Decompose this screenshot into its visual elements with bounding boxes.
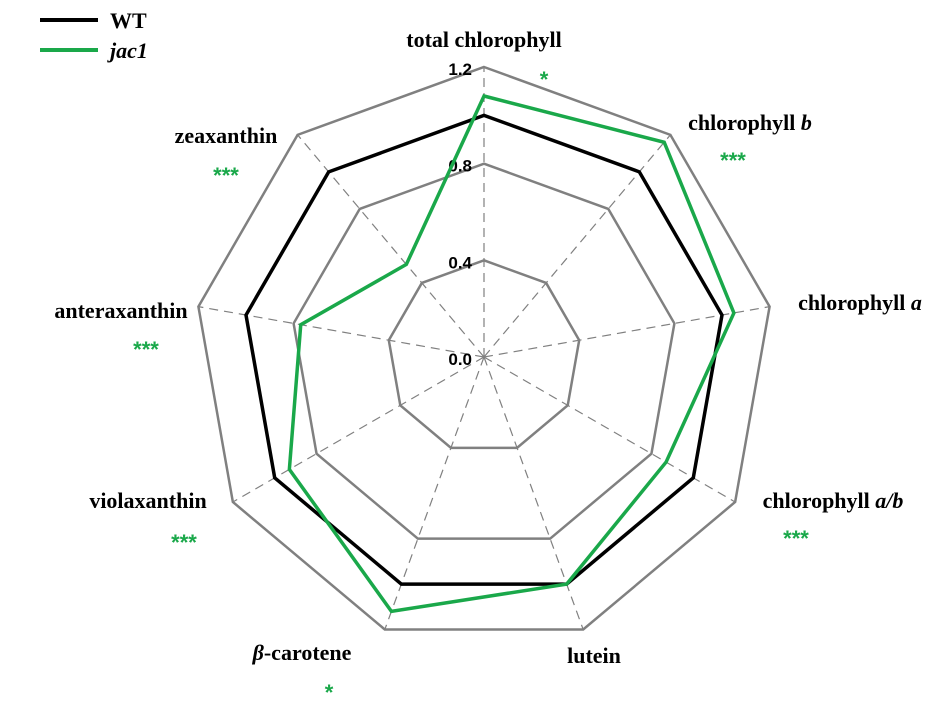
- axis-label-8: zeaxanthin: [175, 123, 278, 148]
- axis-label-6: violaxanthin: [89, 488, 206, 513]
- significance-mark-0: *: [540, 67, 549, 92]
- significance-mark-6: ***: [171, 530, 197, 555]
- tick-label: 1.2: [448, 60, 472, 79]
- series-line-WT: [244, 113, 724, 586]
- spoke-3: [483, 356, 736, 503]
- tick-label: 0.0: [448, 350, 472, 369]
- significance-mark-7: ***: [133, 337, 159, 362]
- axis-label-5: β-carotene: [252, 640, 352, 665]
- legend-label-WT: WT: [110, 8, 147, 33]
- significance-mark-3: ***: [783, 526, 809, 551]
- tick-label: 0.4: [448, 253, 472, 272]
- axis-label-7: anteraxanthin: [54, 298, 187, 323]
- axis-label-0: total chlorophyll: [406, 27, 561, 52]
- axis-label-2: chlorophyll a: [798, 290, 922, 315]
- grid-ring-0.4: [387, 259, 581, 450]
- significance-mark-1: ***: [720, 148, 746, 173]
- legend: WT jac1: [40, 8, 148, 63]
- grid-ring-0.8: [292, 162, 676, 540]
- axis-label-4: lutein: [567, 643, 621, 668]
- significance-mark-5: *: [325, 680, 334, 705]
- series-line-jac1: [287, 93, 736, 614]
- significance-mark-8: ***: [213, 163, 239, 188]
- grid-ring-1.2: [197, 65, 771, 631]
- radar-grid: [197, 65, 771, 631]
- spoke-1: [483, 134, 671, 358]
- spoke-7: [198, 306, 485, 358]
- spoke-6: [232, 356, 485, 503]
- legend-label-jac1: jac1: [107, 38, 148, 63]
- axis-label-1: chlorophyll b: [688, 110, 812, 135]
- axis-label-3: chlorophyll a/b: [763, 488, 904, 513]
